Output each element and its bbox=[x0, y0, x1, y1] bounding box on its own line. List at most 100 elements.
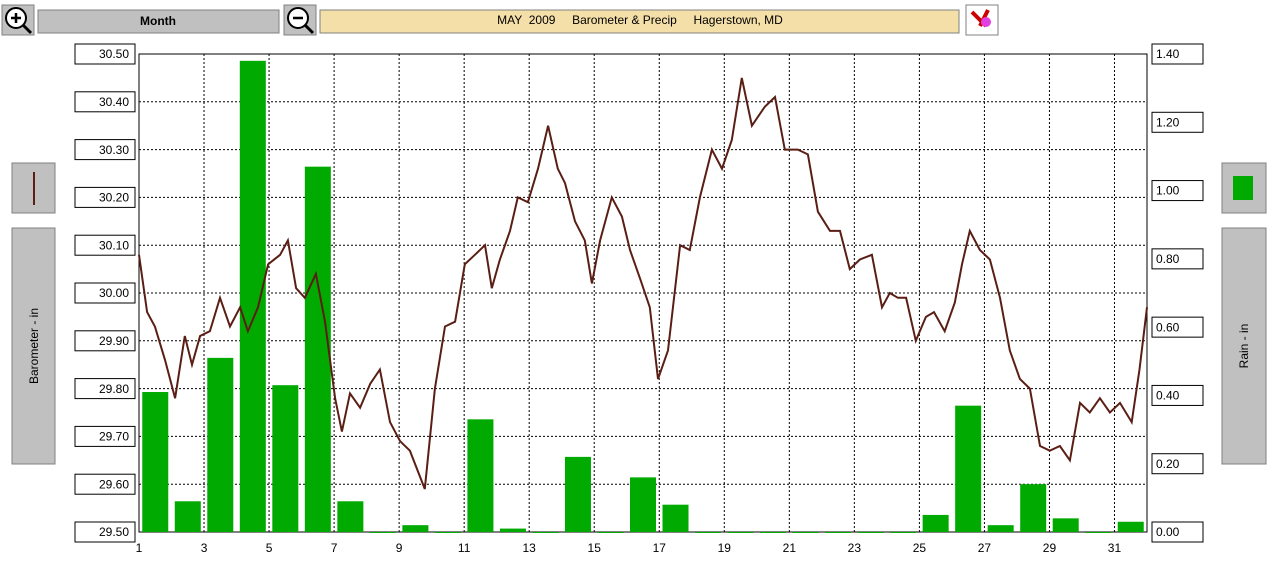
chart-title: MAY 2009 Barometer & Precip Hagerstown, … bbox=[497, 13, 783, 27]
x-tick-label: 1 bbox=[136, 541, 143, 555]
y-tick-box bbox=[74, 330, 136, 352]
bar bbox=[207, 357, 234, 532]
zoom-in-button[interactable] bbox=[1, 4, 35, 36]
line-legend-button[interactable] bbox=[11, 162, 56, 214]
y-tick-box bbox=[74, 139, 136, 161]
x-tick-label: 15 bbox=[588, 541, 602, 555]
title-bar bbox=[319, 9, 960, 34]
y-tick-label: 30.30 bbox=[99, 143, 129, 157]
y-tick-box bbox=[74, 43, 136, 65]
bar bbox=[727, 532, 754, 533]
y2-tick-label: 0.40 bbox=[1156, 389, 1180, 403]
y2-tick-box bbox=[1151, 111, 1204, 133]
x-tick-label: 21 bbox=[783, 541, 797, 555]
y-tick-box bbox=[74, 282, 136, 304]
bar bbox=[467, 419, 494, 532]
y2-tick-box bbox=[1151, 521, 1204, 543]
y2-tick-label: 1.00 bbox=[1156, 184, 1180, 198]
y-tick-label: 30.10 bbox=[99, 238, 129, 252]
y-tick-box bbox=[74, 91, 136, 113]
y2-tick-label: 0.20 bbox=[1156, 457, 1180, 471]
x-tick-label: 23 bbox=[848, 541, 862, 555]
y-tick-label: 30.00 bbox=[99, 286, 129, 300]
y-tick-label: 29.90 bbox=[99, 334, 129, 348]
bar bbox=[564, 456, 591, 532]
y-tick-box bbox=[74, 425, 136, 447]
y2-tick-label: 0.60 bbox=[1156, 320, 1180, 334]
x-tick-label: 9 bbox=[396, 541, 403, 555]
x-tick-label: 3 bbox=[201, 541, 208, 555]
bar bbox=[662, 504, 689, 532]
bar bbox=[304, 166, 331, 532]
period-button[interactable]: Month bbox=[37, 9, 280, 34]
y-axis-label: Barometer - in bbox=[27, 308, 41, 384]
y-tick-box bbox=[74, 521, 136, 543]
x-tick-label: 13 bbox=[523, 541, 537, 555]
bar bbox=[1052, 518, 1079, 532]
x-tick-label: 27 bbox=[978, 541, 992, 555]
bar bbox=[857, 532, 884, 533]
x-tick-label: 7 bbox=[331, 541, 338, 555]
bar bbox=[695, 532, 722, 533]
bar bbox=[272, 385, 299, 532]
y-tick-label: 30.50 bbox=[99, 47, 129, 61]
x-tick-label: 5 bbox=[266, 541, 273, 555]
x-tick-label: 17 bbox=[653, 541, 667, 555]
bar-legend-button[interactable] bbox=[1221, 162, 1267, 214]
y2-tick-box bbox=[1151, 384, 1204, 406]
plot: 1 3 5 7 9 11 13 15 17 19 21 23 25 27 29 3129.5029.6029.… bbox=[74, 43, 1204, 555]
bar bbox=[337, 501, 364, 532]
zoom-out-button[interactable] bbox=[283, 4, 317, 36]
y2-axis-button[interactable]: Rain - in bbox=[1221, 227, 1267, 465]
x-tick-label: 11 bbox=[458, 541, 471, 555]
x-tick-label: 19 bbox=[718, 541, 732, 555]
print-button[interactable] bbox=[965, 4, 999, 36]
bar bbox=[922, 514, 949, 532]
bar bbox=[1020, 484, 1047, 532]
bar bbox=[825, 532, 852, 533]
period-label: Month bbox=[140, 14, 176, 28]
y2-tick-box bbox=[1151, 248, 1204, 270]
y-tick-label: 29.50 bbox=[99, 525, 129, 539]
y2-tick-label: 0.00 bbox=[1156, 525, 1180, 539]
y-tick-box bbox=[74, 186, 136, 208]
y-tick-label: 29.80 bbox=[99, 382, 129, 396]
y-tick-label: 30.40 bbox=[99, 95, 129, 109]
bar bbox=[597, 532, 624, 533]
barometer-line bbox=[138, 77, 1148, 490]
bar bbox=[1085, 532, 1112, 533]
y2-tick-box bbox=[1151, 453, 1204, 475]
y2-axis-label: Rain - in bbox=[1237, 324, 1251, 369]
bar bbox=[434, 532, 461, 533]
bar bbox=[239, 60, 266, 532]
bar bbox=[629, 477, 657, 532]
y2-tick-box bbox=[1151, 180, 1204, 202]
x-tick-label: 29 bbox=[1043, 541, 1057, 555]
bar bbox=[890, 532, 917, 533]
bar bbox=[174, 501, 201, 532]
bar bbox=[760, 532, 787, 533]
y-tick-box bbox=[74, 473, 136, 495]
bar bbox=[499, 528, 526, 532]
y2-tick-label: 0.80 bbox=[1156, 252, 1180, 266]
bar bbox=[402, 525, 429, 532]
bar bbox=[532, 532, 559, 533]
bar bbox=[987, 525, 1014, 532]
bar bbox=[142, 392, 169, 532]
y-tick-box bbox=[74, 234, 136, 256]
bar bbox=[955, 405, 982, 532]
y-tick-box bbox=[74, 378, 136, 400]
y-axis-button[interactable]: Barometer - in bbox=[11, 227, 56, 465]
y-tick-label: 30.20 bbox=[99, 191, 129, 205]
y2-tick-box bbox=[1151, 316, 1204, 338]
y2-tick-label: 1.40 bbox=[1156, 47, 1180, 61]
x-tick-label: 31 bbox=[1108, 541, 1122, 555]
y2-tick-label: 1.20 bbox=[1156, 115, 1180, 129]
bar bbox=[369, 532, 396, 533]
bar bbox=[1117, 521, 1144, 532]
y2-tick-box bbox=[1151, 43, 1204, 65]
bar bbox=[792, 532, 819, 533]
y-tick-label: 29.70 bbox=[99, 430, 129, 444]
